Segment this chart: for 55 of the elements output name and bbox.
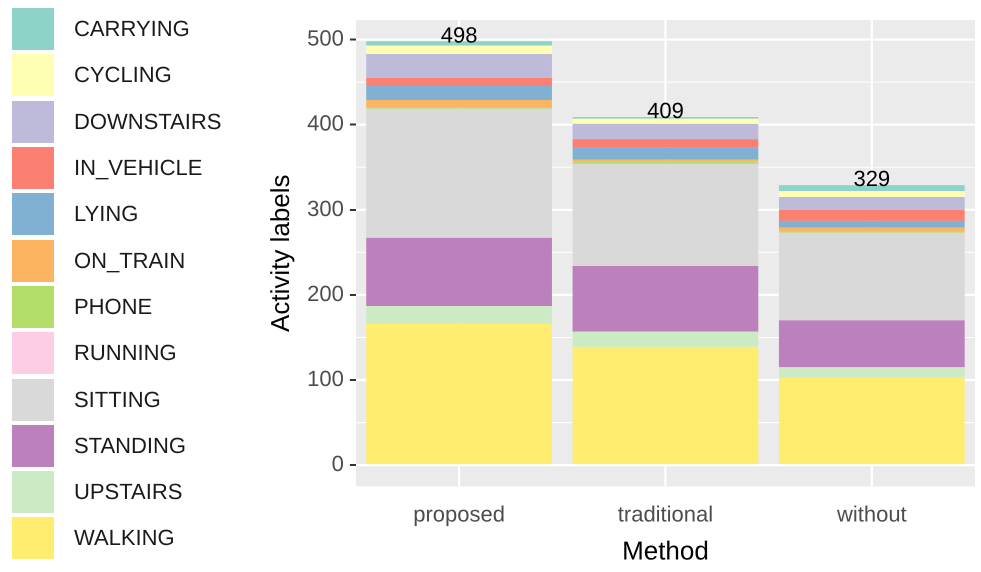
y-tick-label: 300 bbox=[307, 196, 344, 221]
bar bbox=[366, 78, 552, 86]
y-tick-label: 0 bbox=[332, 451, 344, 476]
legend-label: STANDING bbox=[74, 432, 186, 459]
total-label: 329 bbox=[853, 166, 890, 192]
bar bbox=[778, 367, 965, 378]
bar bbox=[366, 54, 552, 78]
total-label: 409 bbox=[647, 98, 684, 124]
bar bbox=[366, 100, 552, 108]
legend-label: PHONE bbox=[74, 294, 152, 320]
bar bbox=[778, 377, 965, 464]
bar bbox=[572, 164, 758, 266]
bar bbox=[366, 86, 552, 100]
legend-label: RUNNING bbox=[74, 340, 177, 366]
x-tick-label: proposed bbox=[413, 502, 505, 527]
bar bbox=[572, 124, 758, 140]
y-tick-label: 200 bbox=[307, 280, 344, 306]
legend-label: CYCLING bbox=[74, 62, 172, 88]
bar bbox=[778, 320, 965, 368]
legend-label: CARRYING bbox=[74, 16, 190, 42]
legend-label: SITTING bbox=[74, 386, 161, 413]
bar bbox=[778, 191, 965, 198]
bar bbox=[778, 228, 965, 232]
legend-label: WALKING bbox=[74, 525, 175, 552]
bar bbox=[572, 346, 758, 464]
bar bbox=[366, 41, 552, 46]
bar bbox=[572, 148, 758, 160]
x-tick-label: traditional bbox=[618, 502, 714, 527]
total-label: 498 bbox=[440, 22, 478, 48]
bar bbox=[366, 306, 552, 324]
x-axis-title: Method bbox=[622, 536, 709, 566]
bar bbox=[572, 139, 758, 148]
legend-label: DOWNSTAIRS bbox=[74, 108, 222, 135]
legend-label: LYING bbox=[74, 201, 138, 228]
legend-label: UPSTAIRS bbox=[74, 479, 182, 506]
bar bbox=[366, 238, 552, 306]
bar bbox=[778, 185, 965, 192]
legend-label: IN_VEHICLE bbox=[74, 155, 202, 182]
y-tick-label: 500 bbox=[307, 26, 344, 51]
y-tick-label: 100 bbox=[307, 366, 344, 392]
bar bbox=[778, 210, 965, 221]
bar bbox=[778, 220, 965, 228]
bar bbox=[366, 46, 552, 54]
bar bbox=[572, 332, 758, 347]
bar bbox=[572, 118, 758, 124]
bar bbox=[572, 161, 758, 164]
bar bbox=[778, 232, 965, 320]
bar bbox=[366, 324, 552, 464]
x-tick-label: without bbox=[836, 502, 907, 527]
y-tick-label: 400 bbox=[307, 110, 344, 136]
legend-label: ON_TRAIN bbox=[74, 248, 186, 274]
bar bbox=[366, 108, 552, 238]
bar bbox=[572, 266, 758, 332]
y-axis-title: Activity labels bbox=[264, 174, 295, 332]
bar bbox=[778, 197, 965, 210]
